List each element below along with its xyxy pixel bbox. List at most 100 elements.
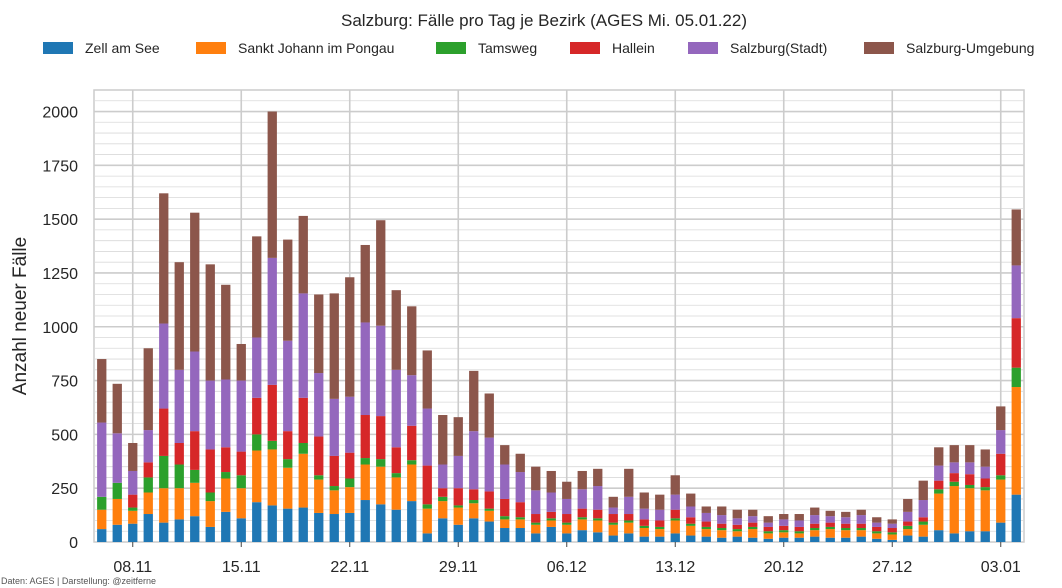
bar-salzburg-umgebung xyxy=(252,236,262,338)
bar-tamsweg xyxy=(205,492,215,502)
legend-swatch xyxy=(196,42,226,54)
bar-tamsweg xyxy=(267,440,277,450)
bar-tamsweg xyxy=(283,459,293,468)
bar-hallein xyxy=(918,517,928,522)
bar-salzburg-stadt xyxy=(608,507,618,515)
bar-salzburg-stadt xyxy=(376,325,386,417)
bar-hallein xyxy=(376,416,386,460)
bar-zell-am-see xyxy=(252,502,262,542)
bar-hallein xyxy=(965,474,975,485)
bar-hallein xyxy=(453,488,463,506)
legend-label: Hallein xyxy=(612,40,655,56)
bar-salzburg-stadt xyxy=(639,508,649,520)
bar-salzburg-umgebung xyxy=(562,481,572,499)
bar-zell-am-see xyxy=(329,514,339,542)
bar-salzburg-umgebung xyxy=(872,517,882,523)
bar-salzburg-umgebung xyxy=(546,470,556,493)
bar-salzburg-umgebung xyxy=(376,220,386,326)
bar-hallein xyxy=(143,462,153,478)
bar-tamsweg xyxy=(360,458,370,465)
bar-salzburg-umgebung xyxy=(298,215,308,294)
bar-salzburg-stadt xyxy=(717,515,727,524)
bar-salzburg-umgebung xyxy=(639,492,649,509)
bar-salzburg-umgebung xyxy=(515,453,525,473)
bar-salzburg-umgebung xyxy=(949,445,959,463)
bar-salzburg-stadt xyxy=(128,470,138,495)
x-tick-label: 22.11 xyxy=(330,559,369,576)
legend-swatch xyxy=(43,42,73,54)
bar-hallein xyxy=(934,480,944,490)
bar-zell-am-see xyxy=(810,536,820,542)
bar-salzburg-stadt xyxy=(391,369,401,448)
bar-salzburg-stadt xyxy=(965,462,975,475)
bar-salzburg-stadt xyxy=(825,516,835,523)
bar-hallein xyxy=(531,514,541,523)
bar-salzburg-umgebung xyxy=(391,290,401,370)
bar-hallein xyxy=(686,517,696,524)
bar-salzburg-stadt xyxy=(159,323,169,409)
bar-tamsweg xyxy=(639,525,649,529)
x-tick-label: 29.11 xyxy=(439,559,478,576)
bar-sankt-johann-im-pongau xyxy=(174,488,184,520)
bar-sankt-johann-im-pongau xyxy=(128,510,138,524)
x-tick-label: 27.12 xyxy=(872,559,912,576)
bar-salzburg-stadt xyxy=(221,379,231,448)
bar-salzburg-umgebung xyxy=(748,509,758,517)
bar-sankt-johann-im-pongau xyxy=(593,520,603,533)
bar-hallein xyxy=(391,447,401,474)
bar-salzburg-stadt xyxy=(763,522,773,527)
y-axis-label: Anzahl neuer Fälle xyxy=(10,237,31,395)
bar-salzburg-stadt xyxy=(174,369,184,443)
bar-sankt-johann-im-pongau xyxy=(934,493,944,531)
bar-salzburg-umgebung xyxy=(221,284,231,380)
bar-salzburg-umgebung xyxy=(205,264,215,381)
bar-hallein xyxy=(190,431,200,470)
bar-sankt-johann-im-pongau xyxy=(887,534,897,540)
bar-tamsweg xyxy=(298,442,308,454)
bar-hallein xyxy=(701,521,711,527)
bar-hallein xyxy=(903,521,913,526)
bar-tamsweg xyxy=(655,526,665,530)
bar-sankt-johann-im-pongau xyxy=(546,520,556,527)
bar-zell-am-see xyxy=(143,514,153,542)
bar-salzburg-umgebung xyxy=(438,415,448,465)
bar-salzburg-umgebung xyxy=(143,348,153,431)
bar-tamsweg xyxy=(562,522,572,525)
bar-sankt-johann-im-pongau xyxy=(903,529,913,536)
bar-hallein xyxy=(717,523,727,529)
bar-zell-am-see xyxy=(376,504,386,542)
bar-salzburg-umgebung xyxy=(283,239,293,341)
bar-sankt-johann-im-pongau xyxy=(298,453,308,508)
bar-salzburg-umgebung xyxy=(996,406,1006,431)
bar-salzburg-stadt xyxy=(593,486,603,510)
bar-salzburg-umgebung xyxy=(965,445,975,463)
bar-sankt-johann-im-pongau xyxy=(965,488,975,532)
bar-sankt-johann-im-pongau xyxy=(670,520,680,534)
bar-tamsweg xyxy=(825,526,835,530)
bar-hallein xyxy=(484,491,494,509)
source-note: Daten: AGES | Darstellung: @zeitferne xyxy=(1,576,156,586)
bar-sankt-johann-im-pongau xyxy=(701,529,711,537)
bar-zell-am-see xyxy=(701,536,711,542)
bar-sankt-johann-im-pongau xyxy=(841,530,851,538)
bar-sankt-johann-im-pongau xyxy=(794,533,804,538)
bar-hallein xyxy=(872,526,882,532)
bar-hallein xyxy=(639,519,649,526)
x-tick-label: 03.01 xyxy=(981,559,1021,576)
bar-zell-am-see xyxy=(779,537,789,542)
bar-salzburg-stadt xyxy=(655,509,665,521)
bar-tamsweg xyxy=(128,507,138,511)
bar-sankt-johann-im-pongau xyxy=(624,522,634,534)
bar-salzburg-stadt xyxy=(438,464,448,489)
bar-salzburg-umgebung xyxy=(407,306,417,376)
bar-tamsweg xyxy=(190,469,200,483)
bar-zell-am-see xyxy=(469,518,479,542)
bar-sankt-johann-im-pongau xyxy=(655,529,665,537)
bar-sankt-johann-im-pongau xyxy=(996,479,1006,523)
bar-zell-am-see xyxy=(996,522,1006,542)
bar-zell-am-see xyxy=(128,523,138,542)
bar-tamsweg xyxy=(515,517,525,520)
legend-swatch xyxy=(436,42,466,54)
bar-sankt-johann-im-pongau xyxy=(236,488,246,519)
bar-salzburg-umgebung xyxy=(577,470,587,490)
